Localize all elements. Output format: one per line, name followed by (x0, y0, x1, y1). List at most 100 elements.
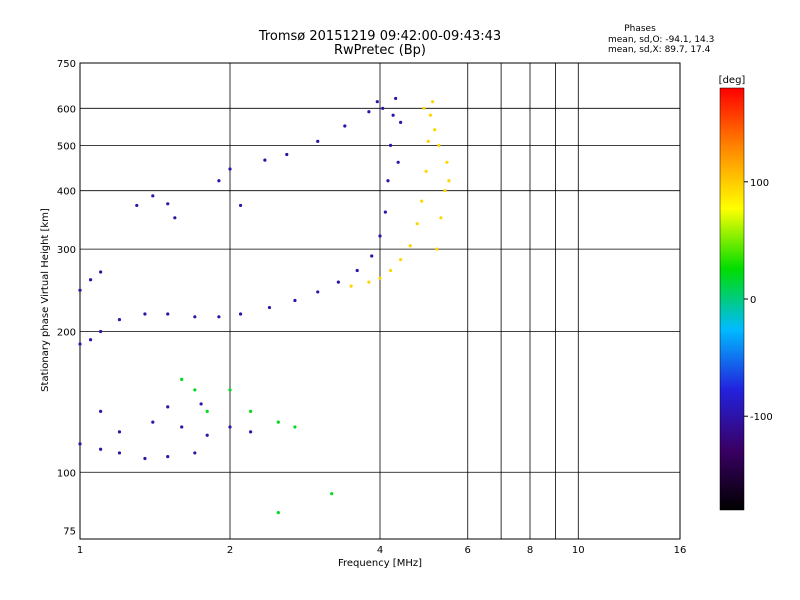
data-point-1-7 (420, 199, 424, 203)
x-tick-label-5: 10 (572, 545, 585, 556)
phase-stats-o: mean, sd,O: -94.1, 14.3 (608, 35, 714, 45)
y-axis-ticks: 75 100 200 300 400 500 600 750 (57, 59, 76, 538)
data-point-0-27 (99, 270, 103, 274)
data-point-0-0 (78, 342, 82, 346)
data-point-0-39 (367, 110, 371, 114)
data-point-1-12 (435, 247, 439, 251)
data-point-0-12 (336, 280, 340, 284)
data-point-0-22 (399, 120, 403, 124)
data-point-0-46 (117, 430, 122, 434)
data-point-0-11 (316, 290, 320, 294)
data-point-0-44 (166, 455, 170, 459)
chart-subtitle: RwPretec (Bp) (334, 43, 426, 58)
data-point-0-40 (78, 442, 82, 446)
data-point-1-17 (437, 143, 441, 147)
colorbar-label: [deg] (719, 75, 746, 86)
data-point-1-6 (415, 222, 419, 226)
data-point-0-26 (88, 278, 93, 282)
data-point-0-42 (117, 451, 122, 455)
data-point-2-6 (293, 425, 297, 429)
data-point-0-43 (143, 456, 147, 461)
data-point-0-2 (99, 329, 103, 334)
colorbar (719, 87, 745, 511)
data-points (78, 96, 451, 515)
x-tick-label-0: 1 (77, 545, 83, 556)
data-point-1-15 (447, 179, 451, 183)
data-point-0-23 (375, 100, 379, 104)
data-point-0-7 (217, 315, 221, 319)
colorbar-tick-label-0: 100 (750, 178, 769, 189)
data-point-1-9 (426, 139, 430, 143)
data-point-0-25 (78, 288, 82, 292)
data-point-2-1 (193, 388, 197, 392)
data-point-2-2 (205, 409, 209, 413)
data-point-1-13 (439, 216, 443, 220)
data-point-1-2 (378, 276, 382, 280)
y-axis-label: Stationary phase Virtual Height [km] (40, 208, 51, 392)
data-point-0-41 (99, 447, 103, 451)
y-tick-label-7: 750 (57, 59, 76, 70)
y-tick-label-1: 100 (57, 468, 76, 479)
x-axis-ticks: 1 2 4 6 8 10 16 (77, 545, 687, 556)
data-point-0-34 (238, 203, 243, 208)
x-tick-label-2: 4 (377, 545, 383, 556)
data-point-0-3 (117, 318, 122, 322)
x-tick-label-1: 2 (227, 545, 233, 556)
data-point-1-0 (349, 284, 353, 288)
data-point-0-32 (217, 179, 221, 183)
data-point-0-38 (343, 124, 347, 128)
data-point-1-5 (408, 244, 412, 248)
data-point-0-33 (228, 167, 232, 171)
data-point-1-10 (428, 113, 433, 117)
data-point-0-49 (205, 433, 209, 437)
data-point-0-13 (355, 268, 359, 273)
y-tick-label-2: 200 (57, 327, 76, 338)
data-point-1-8 (424, 169, 428, 173)
data-point-0-51 (249, 430, 253, 434)
phase-stats-label: Phases (624, 24, 656, 34)
data-point-0-30 (166, 202, 170, 206)
phase-stats-x: mean, sd,X: 89.7, 17.4 (608, 45, 711, 55)
data-point-0-36 (285, 152, 289, 157)
data-point-2-5 (276, 420, 280, 424)
data-point-2-8 (276, 510, 280, 515)
data-point-2-4 (249, 409, 253, 413)
data-point-1-16 (445, 160, 449, 164)
data-point-0-21 (396, 160, 400, 164)
data-point-1-19 (422, 106, 426, 110)
data-point-2-0 (180, 377, 184, 381)
data-point-0-15 (378, 234, 382, 238)
data-point-0-4 (143, 312, 147, 316)
data-point-0-48 (180, 425, 184, 429)
data-point-0-24 (381, 106, 385, 110)
data-point-0-18 (388, 143, 393, 147)
data-point-1-11 (430, 100, 435, 104)
y-tick-label-6: 600 (57, 104, 76, 115)
data-point-0-35 (263, 158, 267, 162)
chart-title: Tromsø 20151219 09:42:00-09:43:43 (258, 29, 501, 44)
data-point-0-10 (293, 298, 297, 303)
data-point-0-5 (166, 312, 170, 316)
data-point-1-14 (443, 189, 447, 193)
data-point-0-37 (316, 139, 320, 143)
x-tick-label-6: 16 (674, 545, 687, 556)
data-point-0-16 (383, 210, 387, 214)
data-point-0-17 (386, 179, 390, 183)
data-point-0-9 (267, 305, 272, 310)
data-point-0-53 (166, 405, 170, 409)
data-point-0-31 (173, 216, 177, 220)
y-tick-label-5: 500 (57, 141, 76, 152)
colorbar-tick-label-2: -100 (750, 412, 773, 423)
data-point-0-47 (151, 420, 155, 424)
data-point-1-3 (388, 268, 393, 273)
x-tick-label-4: 8 (527, 545, 533, 556)
data-point-0-1 (88, 338, 93, 342)
data-point-0-8 (238, 312, 243, 316)
data-point-0-14 (370, 254, 374, 258)
data-point-1-4 (399, 257, 403, 262)
data-point-2-7 (330, 492, 334, 496)
data-point-2-3 (228, 388, 232, 392)
y-tick-label-0: 75 (63, 527, 76, 538)
